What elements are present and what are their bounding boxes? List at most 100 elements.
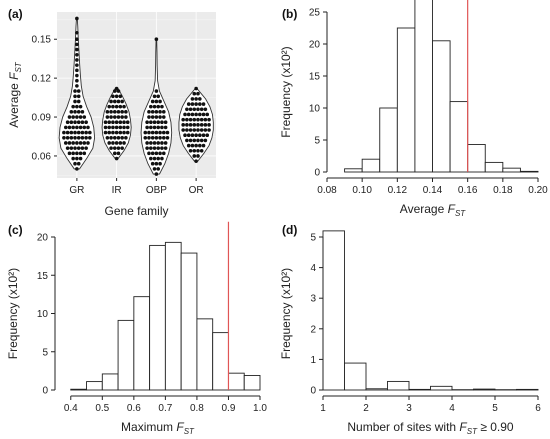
point-ir-8-4 [120, 115, 124, 119]
violin-ytick-label-0: 0.06 [32, 151, 52, 162]
point-ir-5-6 [125, 130, 130, 135]
point-obp-1-0 [152, 167, 157, 171]
point-gr-13-1 [76, 99, 81, 104]
point-gr-11-0 [69, 110, 74, 114]
point-obp-11-3 [158, 115, 162, 119]
panel-b-bar-5 [432, 40, 451, 173]
point-gr-11-2 [76, 110, 81, 114]
point-or-6-4 [196, 128, 200, 132]
point-ir-3-0 [107, 141, 112, 145]
point-or-9-6 [205, 112, 210, 117]
panel-d-bar-3 [387, 380, 410, 391]
point-gr-7-3 [73, 130, 77, 135]
point-gr-5-2 [71, 141, 75, 145]
point-obp-2-1 [154, 161, 159, 166]
point-gr-6-4 [76, 136, 81, 140]
point-or-5-0 [183, 133, 187, 137]
point-gr-7-0 [62, 130, 66, 135]
point-obp-12-4 [161, 110, 166, 114]
point-or-9-0 [183, 112, 187, 117]
point-obp-13-0 [149, 104, 153, 109]
point-ir-12-2 [118, 94, 123, 99]
point-obp-9-4 [160, 125, 164, 130]
point-gr-15-0 [73, 89, 77, 93]
point-ir-6-1 [107, 125, 112, 130]
point-obp-6-5 [163, 141, 168, 145]
point-gr-6-2 [69, 136, 74, 140]
point-gr-8-4 [78, 125, 83, 130]
point-or-10-3 [196, 107, 200, 112]
point-obp-6-1 [149, 141, 153, 145]
point-ir-4-2 [112, 136, 117, 140]
point-obp-15-1 [156, 94, 161, 99]
point-ir-5-4 [118, 130, 123, 135]
point-or-9-5 [201, 112, 206, 117]
point-gr-23-0 [75, 47, 79, 52]
point-obp-13-1 [152, 104, 157, 109]
panel-c-bar-1 [86, 381, 103, 391]
point-obp-14-0 [150, 99, 155, 104]
panel-b-xtick-label-0: 0.08 [317, 185, 337, 196]
point-or-6-7 [207, 128, 211, 132]
panel-c-bar-9 [212, 332, 229, 391]
point-gr-6-6 [84, 136, 88, 140]
point-obp-8-4 [158, 130, 162, 135]
point-gr-9-4 [80, 120, 85, 125]
point-or-13-0 [192, 91, 197, 96]
point-or-3-3 [198, 143, 202, 148]
panel-b-ytick-label-3: 15 [309, 72, 321, 83]
point-ir-9-1 [109, 110, 113, 114]
panel-b-ylabel: Frequency (x10²) [279, 46, 293, 137]
point-obp-12-3 [158, 110, 162, 114]
panel-b-bar-10 [519, 170, 539, 173]
panel-d-xtick-label-4: 5 [492, 403, 498, 414]
point-ir-9-3 [116, 110, 121, 114]
panel-c-bar-4 [133, 296, 151, 391]
panel-c-bar-7 [180, 252, 198, 391]
point-or-6-2 [188, 128, 193, 132]
point-ir-9-5 [124, 110, 128, 114]
point-gr-9-0 [65, 120, 70, 125]
panel-d-bar-9 [516, 388, 539, 391]
panel-b-xtick-label-2: 0.12 [388, 185, 408, 196]
panel-b-xlabel: Average FST [400, 202, 466, 218]
point-obp-15-0 [152, 94, 157, 99]
panel-d-xtick-label-0: 1 [320, 403, 326, 414]
panel-b-ytick-label-0: 0 [314, 168, 320, 179]
point-gr-8-1 [67, 125, 72, 130]
point-obp-9-5 [163, 125, 168, 130]
panel-b-ytick-label-2: 10 [309, 104, 321, 115]
point-gr-8-5 [82, 125, 87, 130]
point-or-7-4 [196, 123, 200, 127]
point-gr-3-0 [67, 151, 72, 156]
point-ir-4-3 [116, 136, 121, 140]
point-or-9-4 [198, 112, 202, 117]
point-gr-7-7 [88, 130, 92, 135]
point-ir-13-0 [112, 89, 117, 93]
point-ir-14-0 [114, 86, 119, 91]
point-obp-10-3 [156, 120, 161, 125]
point-or-6-1 [185, 128, 189, 132]
point-obp-7-2 [150, 136, 155, 140]
point-or-3-0 [186, 143, 191, 148]
point-gr-6-0 [62, 136, 66, 140]
point-or-5-1 [186, 133, 191, 137]
point-gr-3-1 [71, 151, 75, 156]
panel-label-a: (a) [8, 7, 23, 21]
point-gr-13-0 [73, 99, 77, 104]
point-gr-6-5 [80, 136, 85, 140]
point-ir-7-3 [114, 120, 119, 125]
panel-c-ylabel: Frequency (x10²) [6, 268, 20, 359]
point-obp-12-2 [154, 110, 159, 114]
point-gr-5-1 [67, 141, 72, 145]
point-ir-5-0 [103, 130, 108, 135]
point-obp-4-2 [154, 151, 159, 156]
point-obp-11-1 [150, 115, 155, 119]
point-obp-5-5 [163, 146, 168, 150]
point-ir-5-2 [111, 130, 115, 135]
panel-d-ytick-label-3: 3 [310, 294, 316, 305]
point-ir-5-3 [114, 130, 119, 135]
point-or-13-1 [196, 91, 200, 96]
point-ir-10-4 [122, 104, 126, 109]
